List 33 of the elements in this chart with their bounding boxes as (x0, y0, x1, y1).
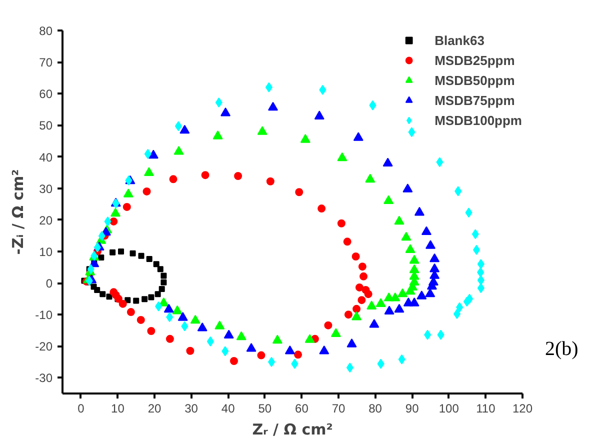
y-tick-label: 20 (39, 213, 53, 228)
y-tick-label: 30 (39, 182, 53, 196)
x-tick-label: 20 (148, 402, 162, 416)
legend-label: Blank63 (434, 32, 484, 48)
legend-label: MSDB75ppm (434, 92, 515, 108)
y-tick-label: 70 (39, 56, 53, 70)
x-tick-label: 50 (258, 402, 272, 416)
x-tick-label: 30 (184, 402, 198, 416)
x-tick-label: 40 (221, 402, 236, 416)
x-tick-label: 0 (78, 402, 85, 416)
y-tick-label: -20 (35, 340, 53, 354)
x-axis-title: Zᵣ / Ω cm² (252, 420, 333, 438)
x-tick-label: 10 (111, 402, 125, 416)
y-tick-label: 10 (39, 244, 53, 259)
legend-label: MSDB100ppm (434, 112, 522, 128)
y-tick-label: 50 (39, 118, 53, 133)
y-tick-label: 40 (39, 150, 53, 164)
y-tick-label: 60 (39, 87, 53, 102)
legend-label: MSDB25ppm (434, 52, 515, 68)
x-tick-label: 60 (295, 402, 309, 416)
x-tick-label: 90 (405, 402, 420, 416)
y-tick-label: 80 (39, 24, 53, 38)
x-tick-label: 110 (476, 402, 496, 416)
x-tick-label: 80 (368, 402, 382, 416)
y-tick-label: -10 (35, 308, 53, 322)
y-axis-title: -Zᵢ / Ω cm² (9, 169, 28, 255)
y-tick-label: -30 (35, 371, 53, 386)
x-tick-label: 70 (332, 402, 346, 416)
y-tick-label: 0 (46, 276, 53, 291)
x-tick-label: 120 (512, 402, 533, 416)
x-tick-label: 100 (438, 402, 460, 416)
legend-label: MSDB50ppm (434, 72, 515, 88)
text: 2(b) (545, 337, 578, 362)
